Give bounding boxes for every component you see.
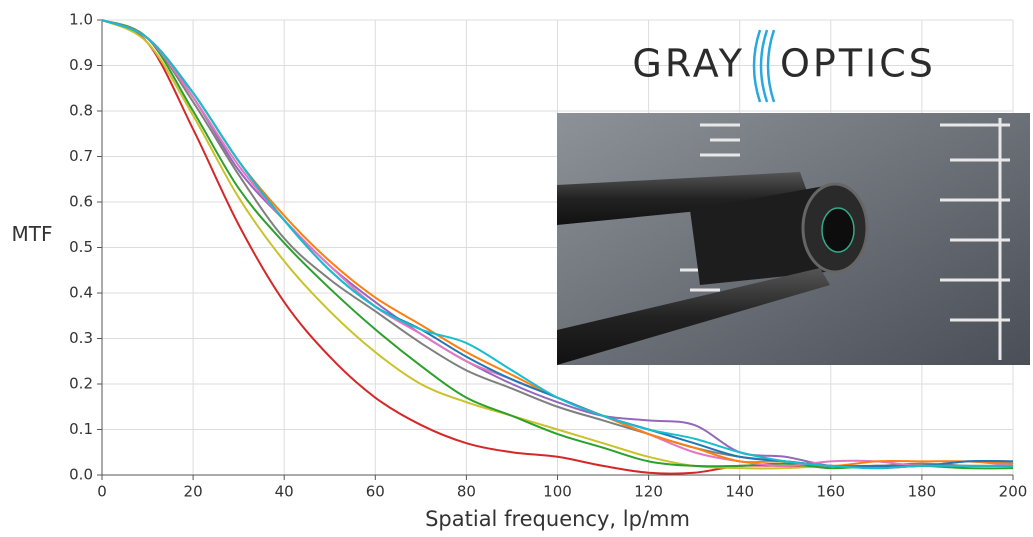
lens-glass — [822, 208, 854, 252]
y-tick-label: 0.2 — [69, 375, 93, 393]
x-tick-label: 40 — [275, 483, 294, 501]
y-tick-label: 0.1 — [69, 420, 93, 438]
y-tick-label: 0.7 — [69, 147, 93, 165]
page: 0.0 0.1 0.2 0.3 0.4 0.5 0.6 0.7 0.8 0.9 1.0 0 20 40 60… — [0, 0, 1033, 537]
y-tick-label: 0.9 — [69, 56, 93, 74]
y-tick-label: 0.4 — [69, 284, 93, 302]
y-axis-label: MTF — [12, 222, 53, 246]
logo-right: OPTICS — [780, 42, 936, 86]
y-tick-label: 0.8 — [69, 102, 93, 120]
logo-left: GRAY — [632, 42, 745, 86]
y-tick-label: 0.5 — [69, 238, 93, 256]
y-tick-label: 1.0 — [69, 11, 93, 29]
x-tick-label: 140 — [725, 483, 754, 501]
x-tick-label: 80 — [457, 483, 476, 501]
y-tick-label: 0.0 — [69, 466, 93, 484]
logo: GRAY OPTICS — [632, 30, 935, 102]
photo — [557, 113, 1030, 365]
chart: 0.0 0.1 0.2 0.3 0.4 0.5 0.6 0.7 0.8 0.9 1.0 0 20 40 60… — [0, 0, 1033, 533]
x-tick-label: 60 — [366, 483, 385, 501]
x-tick-label: 160 — [816, 483, 845, 501]
x-tick-label: 200 — [999, 483, 1028, 501]
x-tick-label: 180 — [908, 483, 937, 501]
x-tick-label: 100 — [543, 483, 572, 501]
x-tick-label: 0 — [97, 483, 107, 501]
x-axis-label: Spatial frequency, lp/mm — [425, 507, 690, 531]
x-tick-label: 120 — [634, 483, 663, 501]
y-tick-label: 0.3 — [69, 329, 93, 347]
y-tick-label: 0.6 — [69, 193, 93, 211]
x-tick-label: 20 — [184, 483, 203, 501]
